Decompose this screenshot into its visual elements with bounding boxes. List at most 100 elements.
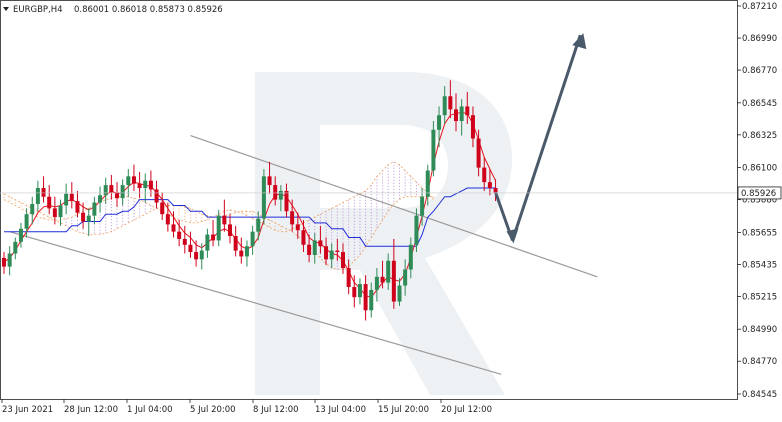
- symbol-label: EURGBP,H4: [13, 5, 63, 15]
- candle-body: [131, 176, 136, 184]
- candle-body: [115, 192, 119, 199]
- candle-body: [329, 250, 334, 260]
- candle-body: [120, 185, 125, 199]
- candle-body: [307, 244, 312, 255]
- candle-body: [408, 244, 413, 270]
- candle-body: [52, 208, 57, 218]
- candle-body: [374, 276, 379, 290]
- candle-body: [278, 190, 283, 200]
- candle-body: [13, 241, 18, 254]
- plot-frame: [0, 0, 738, 400]
- candle-body: [442, 96, 447, 116]
- x-tick-label: 20 Jul 12:00: [441, 405, 492, 415]
- candle-body: [171, 224, 176, 232]
- candle-body: [487, 182, 492, 188]
- candle-body: [369, 289, 374, 311]
- candle-body: [188, 244, 193, 253]
- candle-body: [18, 228, 23, 242]
- candle-body: [454, 109, 458, 122]
- y-tick-label: 0.84990: [742, 325, 777, 335]
- candle-body: [493, 187, 498, 193]
- candle-body: [239, 250, 244, 257]
- x-tick-label: 23 Jun 2021: [2, 405, 53, 415]
- candle-body: [284, 190, 289, 212]
- candle-body: [109, 185, 114, 193]
- y-tick-label: 0.84545: [742, 390, 777, 400]
- candle-body: [41, 187, 46, 197]
- candle-body: [312, 240, 317, 255]
- candle-body: [81, 212, 86, 222]
- candle-body: [2, 257, 6, 267]
- tenkan-sen-line: [3, 111, 497, 298]
- chart-grid: [0, 0, 738, 400]
- x-tick-label: 5 Jul 20:00: [190, 405, 236, 415]
- candle-body: [301, 230, 306, 245]
- candle-body: [256, 218, 261, 232]
- y-tick-label: 0.86990: [742, 34, 777, 44]
- candle-body: [98, 195, 103, 203]
- price-axis: 0.87210 0.86990 0.86770 0.86545 0.86325 0.861…: [0, 2, 782, 400]
- y-tick-label: 0.86545: [742, 99, 777, 109]
- y-tick-label: 0.85880: [742, 196, 777, 206]
- candle-body: [211, 234, 216, 241]
- candle-body: [177, 231, 182, 239]
- candle-body: [92, 202, 97, 216]
- candlestick-series: [2, 80, 498, 321]
- candle-body: [318, 240, 323, 247]
- candle-body: [216, 215, 221, 241]
- y-tick-label: 0.85215: [742, 292, 777, 302]
- symbol-dropdown-icon[interactable]: [3, 7, 9, 11]
- candle-body: [103, 185, 108, 196]
- candle-body: [397, 285, 402, 302]
- trend-channel: [9, 135, 598, 375]
- candle-body: [7, 253, 12, 267]
- candle-body: [69, 193, 74, 202]
- forecast-arrow: [494, 33, 587, 244]
- candle-body: [324, 246, 329, 260]
- candle-body: [290, 211, 295, 225]
- time-axis: 23 Jun 2021 28 Jun 12:00 1 Jul 04:00 5 Jul …: [1, 399, 492, 415]
- candle-body: [47, 196, 52, 209]
- candle-body: [470, 115, 475, 139]
- chart-header: EURGBP,H4 0.86001 0.86018 0.85873 0.8592…: [3, 5, 223, 15]
- candle-body: [403, 269, 408, 286]
- current-price-label: 0.85926: [741, 189, 776, 199]
- candle-body: [482, 167, 487, 183]
- candle-body: [250, 231, 255, 247]
- candle-body: [30, 204, 35, 215]
- forecast-arrow-up: [511, 34, 582, 241]
- candle-body: [182, 238, 187, 245]
- x-tick-label: 15 Jul 20:00: [378, 405, 429, 415]
- watermark-logo: [255, 72, 512, 395]
- candle-body: [233, 236, 238, 251]
- senkou-span-a: [3, 161, 434, 233]
- candle-body: [24, 214, 29, 229]
- candle-body: [165, 214, 170, 225]
- candle-body: [295, 224, 300, 231]
- ohlc-values: 0.86001 0.86018 0.85873 0.85926: [74, 5, 223, 15]
- x-tick-label: 28 Jun 12:00: [64, 405, 118, 415]
- candle-body: [273, 185, 278, 200]
- candle-body: [244, 246, 249, 257]
- x-tick-label: 13 Jul 04:00: [315, 405, 366, 415]
- x-tick-label: 1 Jul 04:00: [127, 405, 173, 415]
- candle-body: [160, 202, 165, 215]
- candle-body: [64, 193, 69, 206]
- candle-body: [261, 176, 266, 219]
- arrow-head-up: [572, 33, 587, 50]
- candle-body: [148, 180, 153, 190]
- candle-body: [205, 234, 210, 251]
- candle-body: [335, 250, 340, 253]
- watermark-glyph: [255, 72, 512, 395]
- candle-body: [420, 196, 425, 216]
- y-tick-label: 0.84770: [742, 357, 777, 367]
- candle-body: [154, 189, 159, 203]
- candle-body: [431, 129, 436, 171]
- y-tick-label: 0.85655: [742, 228, 777, 238]
- candle-body: [35, 187, 40, 205]
- candle-body: [391, 260, 396, 302]
- current-price-box: [737, 186, 782, 200]
- y-tick-label: 0.86770: [742, 66, 777, 76]
